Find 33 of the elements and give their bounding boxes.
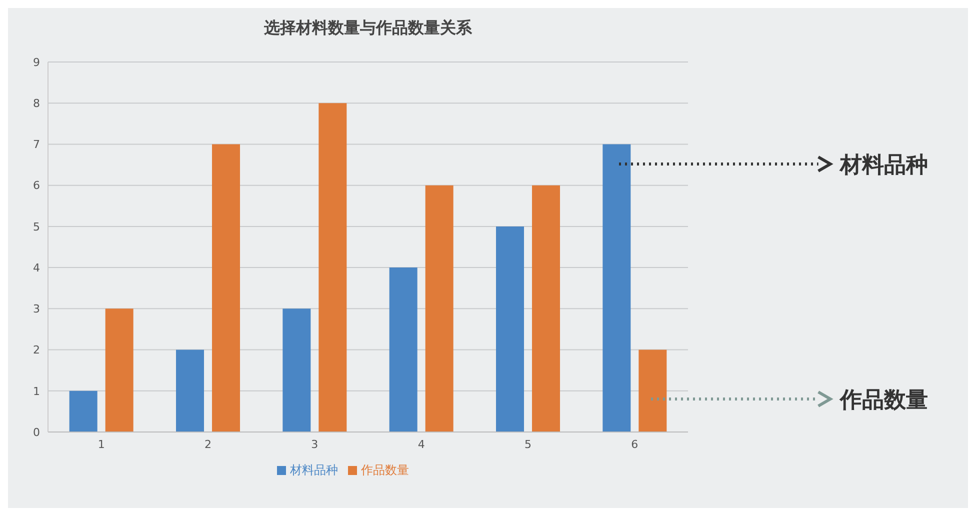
bar <box>425 185 454 432</box>
x-tick-label: 6 <box>631 438 638 451</box>
bar <box>318 103 347 432</box>
bar <box>176 350 204 432</box>
chart-title: 选择材料数量与作品数量关系 <box>263 18 473 39</box>
x-tick-label: 5 <box>524 438 532 451</box>
x-tick-label: 3 <box>311 438 318 451</box>
legend-label: 材料品种 <box>290 463 338 477</box>
bar <box>212 144 240 432</box>
y-tick-label: 0 <box>33 426 40 439</box>
bar <box>389 268 418 432</box>
y-tick-label: 1 <box>33 384 40 398</box>
bar <box>638 350 667 432</box>
y-tick-label: 5 <box>33 220 40 234</box>
text: 材料品种 <box>840 152 928 180</box>
bar <box>602 144 631 432</box>
bar <box>105 308 134 432</box>
bar <box>69 390 98 432</box>
y-tick-label: 7 <box>33 138 40 152</box>
legend-label: 作品数量 <box>361 463 409 477</box>
bar <box>532 185 560 432</box>
y-tick-label: 3 <box>33 302 40 316</box>
y-tick-label: 9 <box>33 56 40 69</box>
x-tick-label: 1 <box>98 438 105 451</box>
x-tick-label: 4 <box>418 438 425 451</box>
x-tick-label: 2 <box>204 438 212 451</box>
text: 作品数量 <box>840 387 928 416</box>
y-tick-label: 4 <box>33 261 40 274</box>
y-tick-label: 6 <box>33 179 40 192</box>
bar <box>496 226 524 432</box>
bar <box>282 308 311 432</box>
y-tick-label: 2 <box>33 344 40 357</box>
y-tick-label: 8 <box>33 97 40 110</box>
